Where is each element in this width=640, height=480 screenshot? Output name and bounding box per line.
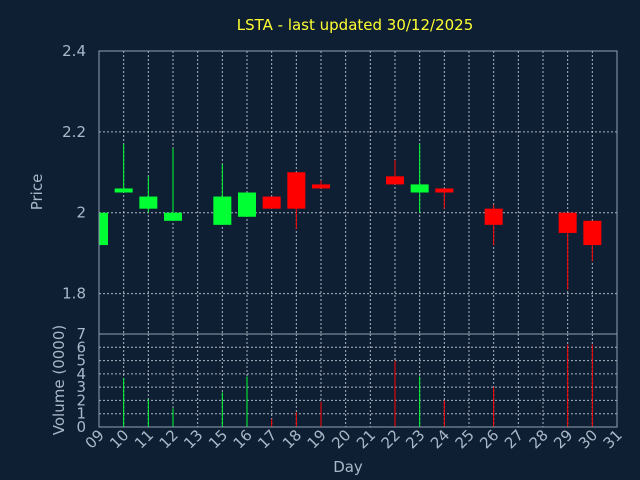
- price-y-tick-label: 2: [76, 204, 86, 222]
- candle: [287, 172, 306, 229]
- candle: [410, 143, 429, 213]
- candle-body: [213, 196, 232, 225]
- volume-y-tick-label: 4: [76, 365, 86, 383]
- candle: [583, 220, 602, 262]
- candle-body: [410, 184, 429, 193]
- candle-body: [386, 176, 404, 185]
- candle: [435, 188, 454, 209]
- x-tick-label: 31: [600, 426, 626, 452]
- candle: [139, 176, 158, 213]
- volume-y-tick-label: 7: [76, 325, 86, 343]
- candle: [164, 148, 182, 221]
- candle: [238, 192, 256, 217]
- candle-body: [139, 196, 158, 209]
- candles: [98, 143, 602, 290]
- volume-bars: [123, 344, 593, 427]
- candle: [484, 204, 503, 246]
- candle-body: [287, 172, 306, 209]
- x-tick-label: 23: [402, 426, 428, 452]
- volume-y-tick-label: 2: [76, 391, 86, 409]
- candle-body: [583, 220, 602, 246]
- x-tick-label: 16: [230, 426, 256, 452]
- x-tick-label: 13: [180, 426, 206, 452]
- x-tick-label: 25: [452, 426, 478, 452]
- x-tick-label: 29: [550, 426, 576, 452]
- volume-y-tick-label: 6: [76, 338, 86, 356]
- volume-y-tick-label: 0: [76, 418, 86, 436]
- x-tick-label: 19: [304, 426, 330, 452]
- x-axis-label: Day: [333, 458, 363, 476]
- x-ticks: 0910111213151617181920212223242526272829…: [82, 426, 626, 452]
- x-tick-label: 24: [427, 426, 453, 452]
- x-tick-label: 11: [131, 426, 157, 452]
- candle: [213, 164, 232, 225]
- x-tick-label: 27: [501, 426, 527, 452]
- price-panel-frame: [98, 50, 618, 335]
- x-tick-label: 26: [476, 426, 502, 452]
- x-tick-label: 17: [254, 426, 280, 452]
- x-tick-label: 18: [279, 426, 305, 452]
- x-tick-label: 30: [575, 426, 601, 452]
- price-y-tick-label: 2.2: [62, 123, 86, 141]
- candle: [262, 196, 281, 209]
- candle-body: [99, 212, 108, 246]
- candle-body: [238, 192, 256, 217]
- price-y-tick-label: 2.4: [62, 42, 86, 60]
- volume-y-tick-label: 1: [76, 405, 86, 423]
- candle: [386, 160, 404, 185]
- volume-y-tick-label: 5: [76, 352, 86, 370]
- price-y-ticks: 1.8 2 2.2 2.4: [62, 42, 86, 303]
- x-tick-label: 21: [353, 426, 379, 452]
- chart-title: LSTA - last updated 30/12/2025: [237, 16, 474, 34]
- x-tick-label: 10: [106, 426, 132, 452]
- candle: [98, 212, 108, 246]
- candle: [558, 212, 577, 290]
- price-axis-label: Price: [28, 174, 46, 211]
- volume-gridlines: [98, 333, 618, 428]
- candle-body: [312, 184, 330, 189]
- x-tick-label: 20: [328, 426, 354, 452]
- x-tick-label: 22: [378, 426, 404, 452]
- x-tick-label: 28: [526, 426, 552, 452]
- volume-y-tick-label: 3: [76, 378, 86, 396]
- candle-body: [164, 212, 182, 221]
- price-gridlines: [98, 50, 618, 334]
- candle-body: [558, 212, 577, 233]
- x-tick-label: 12: [156, 426, 182, 452]
- candle: [114, 143, 133, 193]
- candle-body: [435, 188, 454, 193]
- x-tick-label: 15: [205, 426, 231, 452]
- candle: [312, 180, 330, 189]
- candle-body: [484, 208, 503, 225]
- price-y-tick-label: 1.8: [62, 285, 86, 303]
- candle-body: [262, 196, 281, 209]
- candle-body: [114, 188, 133, 193]
- volume-panel-frame: [98, 333, 618, 428]
- volume-axis-label: Volume (0000): [50, 325, 68, 435]
